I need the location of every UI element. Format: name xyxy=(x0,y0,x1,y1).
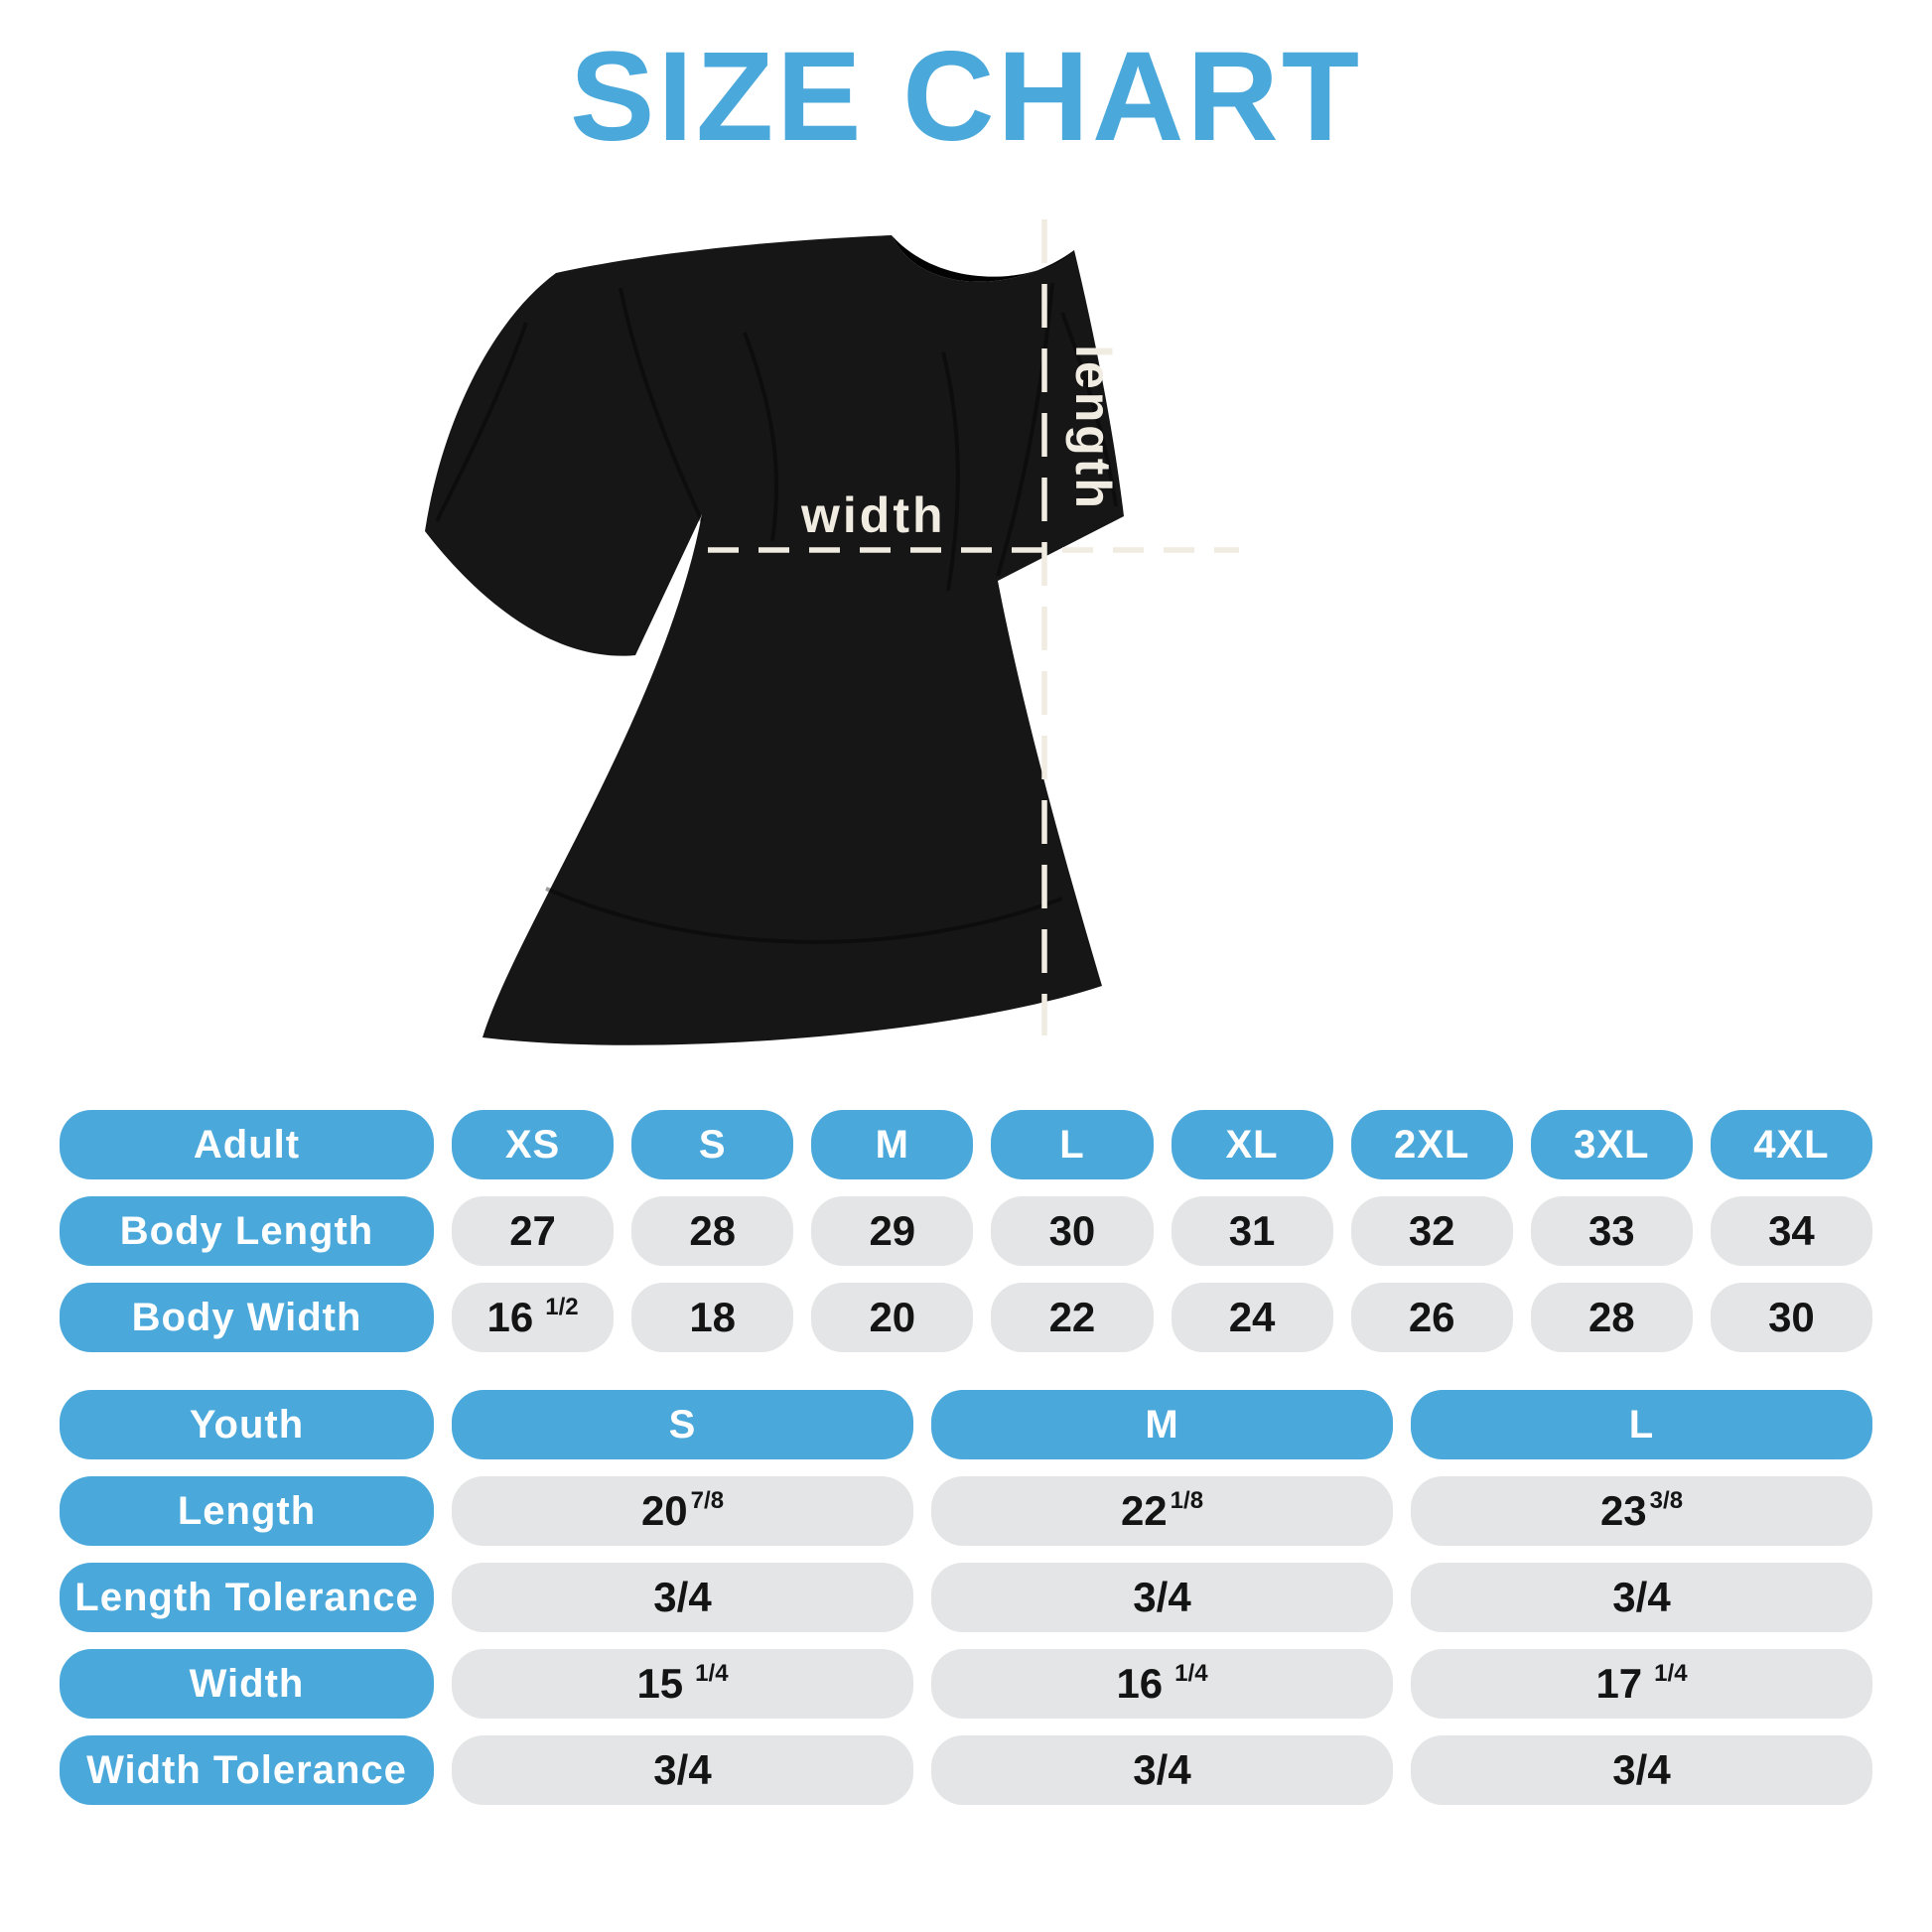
youth-row-label: Length xyxy=(60,1476,434,1546)
youth-value-cell: 3/4 xyxy=(931,1735,1393,1805)
youth-value-cell: 3/4 xyxy=(931,1563,1393,1632)
page-title: SIZE CHART xyxy=(570,26,1362,168)
adult-value-cell: 28 xyxy=(631,1196,794,1266)
youth-row-label: Width xyxy=(60,1649,434,1719)
adult-size-header: XS xyxy=(452,1110,615,1179)
adult-size-header: L xyxy=(991,1110,1154,1179)
adult-size-header: S xyxy=(631,1110,794,1179)
length-label: length xyxy=(1065,345,1121,511)
adult-row-label: Body Length xyxy=(60,1196,434,1266)
adult-value-cell: 18 xyxy=(631,1283,794,1352)
adult-value-cell: 30 xyxy=(991,1196,1154,1266)
adult-size-header: M xyxy=(811,1110,974,1179)
adult-size-header: 4XL xyxy=(1710,1110,1872,1179)
youth-value-cell: 15 1/4 xyxy=(452,1649,913,1719)
adult-size-table: Adult XS S M L XL 2XL 3XL 4XL Body Length 27 28 29 30… xyxy=(60,1110,1872,1352)
youth-size-table: Youth S M L Length 20 7/8 22 1/8 23 3/8 Length Tole… xyxy=(60,1390,1872,1805)
youth-value-cell: 3/4 xyxy=(452,1563,913,1632)
adult-value-cell: 24 xyxy=(1171,1283,1333,1352)
adult-value-cell: 34 xyxy=(1710,1196,1872,1266)
adult-value-cell: 30 xyxy=(1710,1283,1872,1352)
adult-value-cell: 32 xyxy=(1350,1196,1513,1266)
adult-value-cell: 20 xyxy=(811,1283,974,1352)
youth-value-cell: 3/4 xyxy=(452,1735,913,1805)
youth-value-cell: 20 7/8 xyxy=(452,1476,913,1546)
adult-value-cell: 22 xyxy=(991,1283,1154,1352)
youth-label-header: Youth xyxy=(60,1390,434,1459)
adult-value-cell: 27 xyxy=(452,1196,615,1266)
adult-value-cell: 28 xyxy=(1530,1283,1693,1352)
youth-size-header: L xyxy=(1411,1390,1872,1459)
tshirt-body xyxy=(425,235,1124,1045)
adult-value-cell: 29 xyxy=(811,1196,974,1266)
adult-row-label: Body Width xyxy=(60,1283,434,1352)
tshirt-illustration: width length xyxy=(425,219,1239,1045)
width-label: width xyxy=(800,487,946,543)
youth-size-header: S xyxy=(452,1390,913,1459)
adult-size-header: 3XL xyxy=(1530,1110,1693,1179)
tshirt-wrinkles xyxy=(435,282,1118,944)
tshirt-collar xyxy=(892,235,1074,282)
youth-row-label: Length Tolerance xyxy=(60,1563,434,1632)
adult-value-cell: 33 xyxy=(1530,1196,1693,1266)
youth-value-cell: 3/4 xyxy=(1411,1563,1872,1632)
youth-row-label: Width Tolerance xyxy=(60,1735,434,1805)
youth-value-cell: 3/4 xyxy=(1411,1735,1872,1805)
adult-size-header: XL xyxy=(1171,1110,1333,1179)
adult-label-header: Adult xyxy=(60,1110,434,1179)
adult-value-cell: 26 xyxy=(1350,1283,1513,1352)
adult-value-cell: 16 1/2 xyxy=(452,1283,615,1352)
adult-size-header: 2XL xyxy=(1350,1110,1513,1179)
youth-value-cell: 16 1/4 xyxy=(931,1649,1393,1719)
tshirt-measurement-diagram: width length xyxy=(407,194,1251,1072)
adult-value-cell: 31 xyxy=(1171,1196,1333,1266)
youth-value-cell: 22 1/8 xyxy=(931,1476,1393,1546)
youth-value-cell: 23 3/8 xyxy=(1411,1476,1872,1546)
youth-size-header: M xyxy=(931,1390,1393,1459)
youth-value-cell: 17 1/4 xyxy=(1411,1649,1872,1719)
